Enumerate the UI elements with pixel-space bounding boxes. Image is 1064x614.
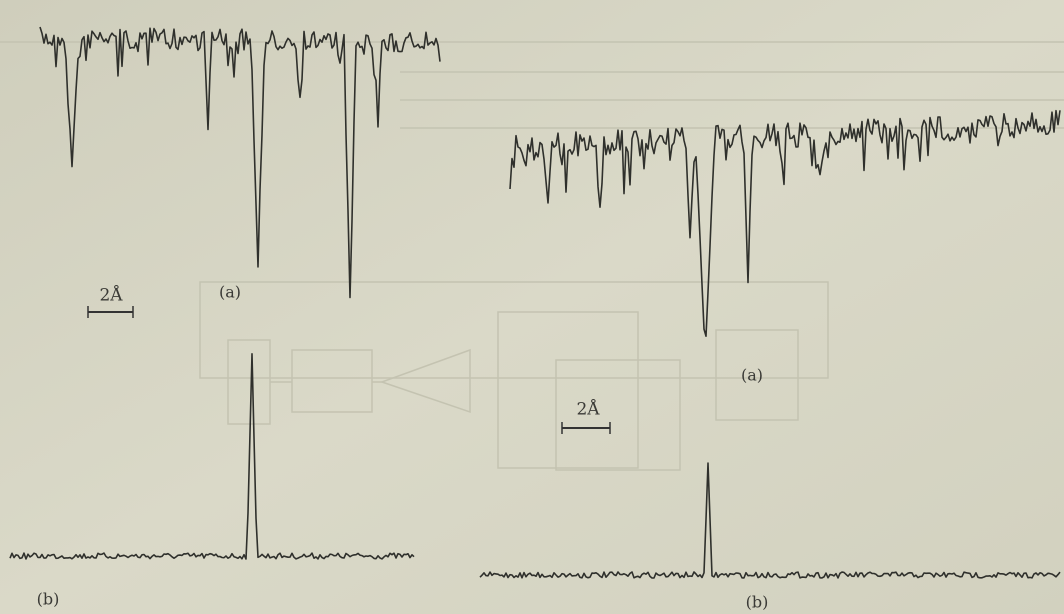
bleed-through-diagram xyxy=(0,41,1064,471)
label-a: (a) xyxy=(219,283,241,302)
label-b: (b) xyxy=(37,590,60,609)
label-a: (a) xyxy=(741,366,763,385)
spectrum-a-left xyxy=(39,26,441,299)
spectrum-b-right xyxy=(479,462,1061,579)
spectrum-b-left xyxy=(9,353,415,560)
scale-label: 2Å xyxy=(576,399,600,420)
spectra xyxy=(9,26,1061,579)
scale-label: 2Å xyxy=(99,285,123,306)
label-b: (b) xyxy=(746,593,769,612)
spectrum-a-right xyxy=(509,109,1061,337)
